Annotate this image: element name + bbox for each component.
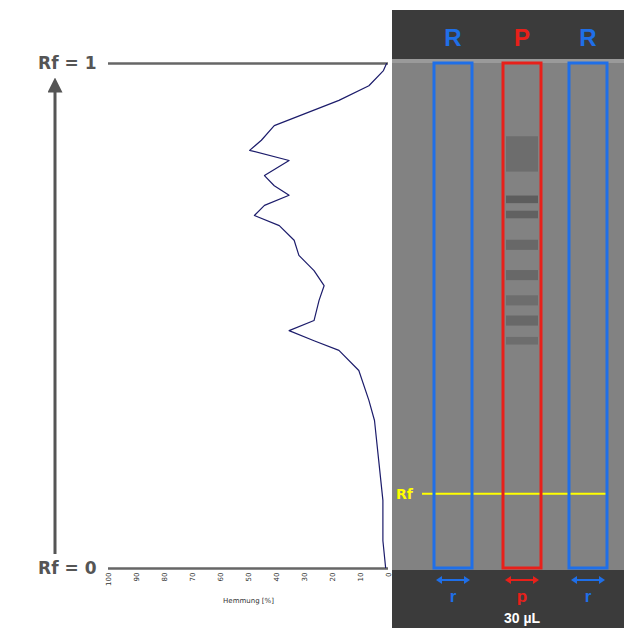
svg-text:r: r [450,587,457,606]
svg-text:40: 40 [273,573,281,582]
svg-text:60: 60 [217,573,225,582]
svg-text:10: 10 [357,573,365,582]
svg-text:Hemmung [%]: Hemmung [%] [223,597,274,605]
svg-text:Rf = 1: Rf = 1 [38,53,96,73]
svg-text:Rf: Rf [396,486,414,502]
svg-text:Rf = 0: Rf = 0 [38,558,97,578]
svg-text:30 µL: 30 µL [504,610,541,626]
svg-text:80: 80 [161,573,169,582]
svg-text:R: R [579,24,596,51]
svg-text:70: 70 [189,573,197,582]
svg-text:R: R [444,24,461,51]
svg-text:20: 20 [329,573,337,582]
svg-text:90: 90 [133,573,141,582]
svg-text:100: 100 [105,573,113,586]
svg-text:0: 0 [385,573,393,577]
svg-text:30: 30 [301,573,309,582]
svg-text:r: r [585,587,592,606]
svg-text:50: 50 [245,573,253,582]
svg-text:p: p [517,587,527,606]
svg-text:P: P [514,24,530,51]
